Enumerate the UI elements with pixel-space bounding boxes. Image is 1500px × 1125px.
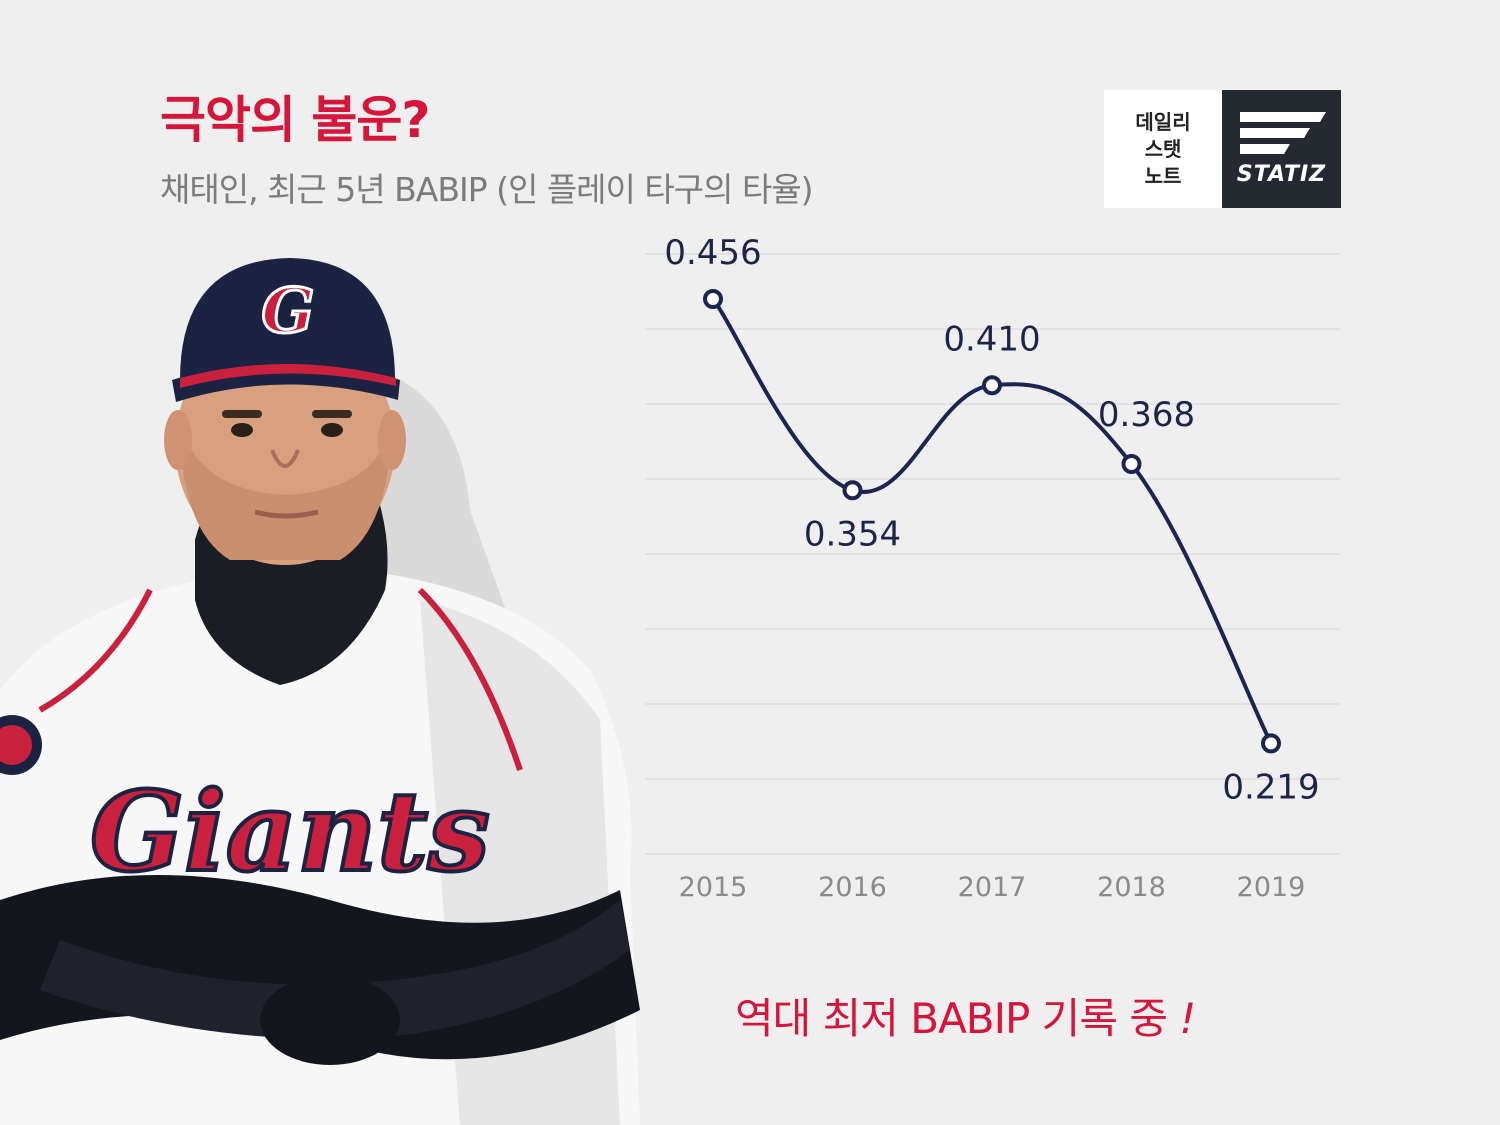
data-point-2019: [1261, 733, 1281, 754]
data-label-2015: 0.456: [664, 233, 761, 273]
footer-exclaim: !: [1179, 994, 1196, 1043]
page-subtitle: 채태인, 최근 5년 BABIP (인 플레이 타구의 타율): [160, 170, 814, 209]
x-tick-label: 2016: [818, 872, 887, 903]
data-label-2016: 0.354: [804, 514, 901, 554]
x-tick-label: 2019: [1237, 872, 1306, 903]
logo-line-2: 스탯: [1144, 136, 1182, 161]
series-line: [711, 297, 1273, 746]
data-label-2018: 0.368: [1098, 395, 1195, 435]
statiz-mark-icon: [1240, 112, 1326, 154]
data-point-2017: [982, 375, 1002, 396]
data-label-2017: 0.410: [943, 319, 1040, 359]
daily-stat-note-logo: 데일리 스탯 노트: [1104, 90, 1222, 208]
page-title: 극악의 불운?: [160, 91, 430, 149]
footer-note-text: 역대 최저 BABIP 기록 중: [735, 994, 1168, 1043]
logo-line-3: 노트: [1144, 163, 1182, 188]
data-label-2019: 0.219: [1222, 767, 1319, 807]
data-point-2015: [703, 289, 723, 309]
player-photo: G Giants: [0, 258, 640, 1125]
x-tick-label: 2015: [679, 872, 748, 903]
footer-note: 역대 최저 BABIP 기록 중 !: [735, 985, 1196, 1046]
cap-logo: G: [262, 274, 315, 347]
statiz-wordmark: STATIZ: [1236, 162, 1327, 187]
data-point-2016: [842, 480, 863, 501]
x-tick-label: 2018: [1097, 872, 1166, 903]
statiz-logo: STATIZ: [1222, 90, 1341, 208]
logo-group: 데일리 스탯 노트 STATIZ: [1104, 90, 1341, 208]
data-point-2018: [1121, 454, 1142, 474]
logo-line-1: 데일리: [1135, 109, 1191, 134]
x-tick-label: 2017: [958, 872, 1027, 903]
